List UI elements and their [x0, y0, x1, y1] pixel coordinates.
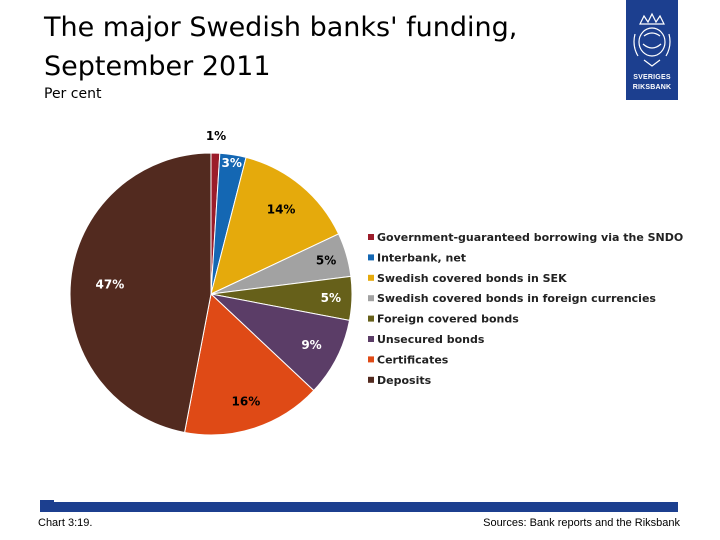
- riksbank-logo: SVERIGES RIKSBANK: [626, 0, 678, 100]
- pie-data-label: 16%: [232, 394, 261, 408]
- chart-number: Chart 3:19.: [38, 517, 93, 529]
- legend-label: Certificates: [377, 353, 449, 366]
- legend-swatch: [368, 315, 374, 322]
- legend-swatch: [368, 336, 374, 342]
- legend-label: Unsecured bonds: [377, 333, 485, 346]
- pie-slice: [69, 152, 212, 434]
- pie-slices: [69, 152, 353, 436]
- pie-data-label: 5%: [321, 291, 341, 305]
- legend-label: Government-guaranteed borrowing via the …: [377, 231, 683, 244]
- funding-pie-chart: 1% 3% 14% 5% 5% 9% 16% 47% Government-guarantee…: [69, 129, 683, 436]
- pie-data-label: 5%: [316, 254, 336, 268]
- footer-bar: [40, 502, 678, 512]
- slide-title: The major Swedish banks' funding, Septem…: [44, 12, 518, 82]
- legend-swatch: [368, 274, 374, 281]
- legend-label: Deposits: [377, 374, 432, 387]
- pie-data-label: 3%: [222, 156, 242, 170]
- legend-swatch: [368, 376, 374, 383]
- chart-legend: Government-guaranteed borrowing via the …: [368, 231, 683, 387]
- pie-data-label: 14%: [267, 202, 296, 216]
- chart-unit-label: Per cent: [44, 86, 102, 102]
- legend-label: Foreign covered bonds: [377, 313, 519, 326]
- legend-swatch: [368, 295, 374, 302]
- pie-slice: [210, 156, 340, 295]
- logo-text-line2: RIKSBANK: [632, 84, 672, 91]
- pie-data-label: 1%: [206, 129, 226, 143]
- crown-emblem-icon: [633, 12, 671, 67]
- pie-data-label: 9%: [301, 338, 321, 352]
- legend-label: Swedish covered bonds in foreign currenc…: [377, 292, 656, 305]
- legend-swatch: [368, 356, 374, 363]
- legend-label: Swedish covered bonds in SEK: [377, 272, 567, 285]
- pie-data-label: 47%: [96, 277, 125, 291]
- sources-note: Sources: Bank reports and the Riksbank: [483, 517, 680, 529]
- legend-label: Interbank, net: [377, 251, 466, 264]
- legend-swatch: [368, 234, 374, 240]
- logo-text-line1: SVERIGES: [633, 74, 671, 81]
- pie-slice: [183, 293, 315, 436]
- pie-slice: [209, 293, 351, 392]
- pie-data-labels: 1% 3% 14% 5% 5% 9% 16% 47%: [96, 129, 341, 408]
- legend-swatch: [368, 254, 374, 261]
